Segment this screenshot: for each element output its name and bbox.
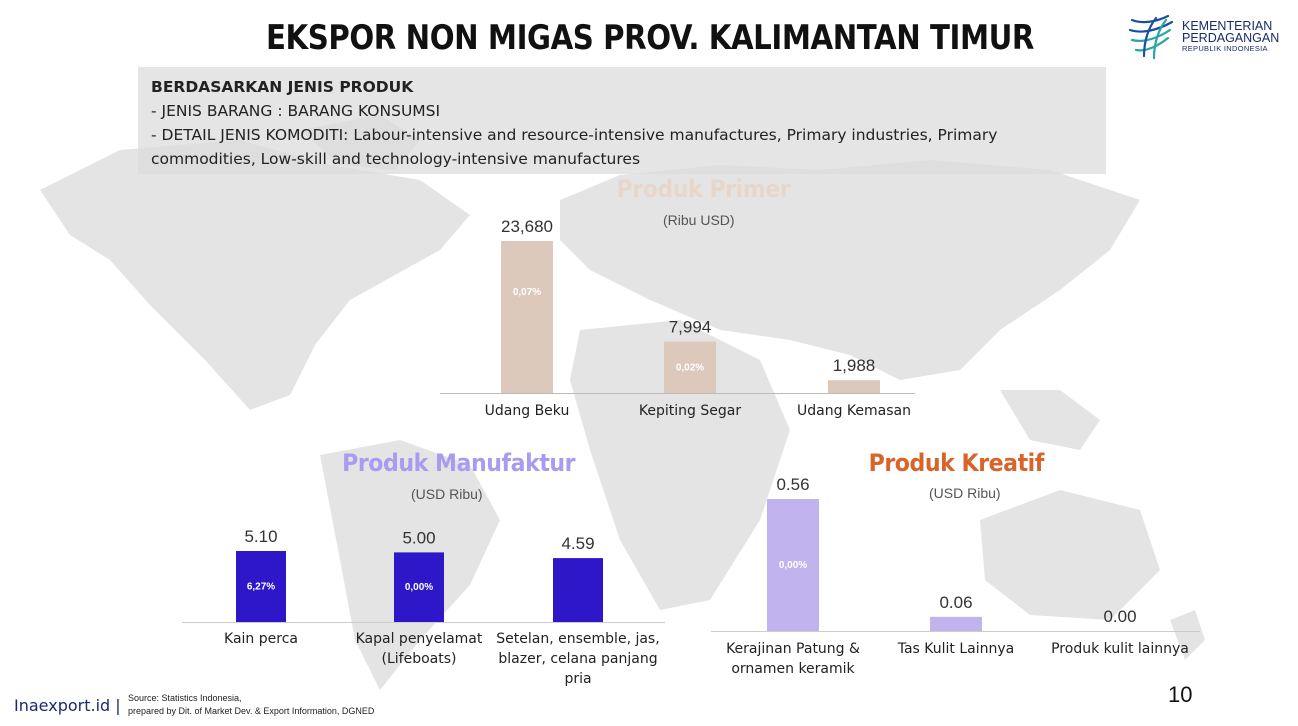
kreatif-category-label-1-0: Tas Kulit Lainnya [897, 641, 1015, 657]
chart-title-manufaktur: Produk Manufaktur [342, 449, 576, 477]
footer-brand[interactable]: Inaexport.id | [14, 696, 121, 715]
manufaktur-bar-0 [236, 551, 286, 622]
primer-category-label-2-0: Udang Kemasan [797, 403, 911, 419]
manufaktur-category-label-1-0: Kapal penyelamat [356, 631, 483, 647]
info-box: BERDASARKAN JENIS PRODUK - JENIS BARANG … [138, 67, 1106, 174]
manufaktur-bar-2 [553, 558, 603, 622]
primer-bar-2 [828, 380, 880, 393]
footer-separator: | [115, 696, 121, 715]
chart-unit-kreatif: (USD Ribu) [929, 485, 1001, 501]
logo-line-2: PERDAGANGAN [1182, 31, 1280, 45]
primer-value-label-0: 23,680 [501, 217, 553, 236]
manufaktur-category-label-2-0: Setelan, ensemble, jas, [496, 631, 659, 647]
manufaktur-share-label-1: 0,00% [405, 582, 433, 593]
info-line-1: - JENIS BARANG : BARANG KONSUMSI [151, 102, 441, 120]
logo-text: KEMENTERIAN PERDAGANGAN REPUBLIK INDONES… [1182, 20, 1279, 54]
kreatif-bar-1 [930, 616, 982, 631]
page-number: 10 [1168, 682, 1193, 707]
kreatif-share-label-0: 0,00% [779, 560, 807, 571]
manufaktur-share-label-0: 6,27% [247, 582, 275, 593]
kreatif-category-label-0-1: ornamen keramik [731, 661, 855, 677]
kreatif-bar-0 [767, 499, 819, 631]
manufaktur-category-label-1-1: (Lifeboats) [382, 651, 457, 667]
chart-unit-manufaktur: (USD Ribu) [411, 486, 483, 502]
primer-value-label-2: 1,988 [833, 356, 876, 375]
logo-line-3: REPUBLIK INDONESIA [1182, 44, 1268, 53]
manufaktur-category-label-0-0: Kain perca [224, 631, 298, 647]
manufaktur-value-label-1: 5.00 [402, 528, 435, 547]
kementerian-logo-icon [1128, 14, 1174, 60]
footer-brand-text[interactable]: Inaexport.id [14, 696, 111, 715]
chart-title-primer: Produk Primer [616, 175, 791, 203]
primer-share-label-0: 0,07% [513, 287, 541, 298]
info-heading: BERDASARKAN JENIS PRODUK [151, 78, 414, 96]
info-line-3: commodities, Low-skill and technology-in… [151, 150, 641, 168]
primer-category-label-1-0: Kepiting Segar [639, 403, 741, 419]
kreatif-value-label-1: 0.06 [939, 593, 972, 612]
kreatif-category-label-0-0: Kerajinan Patung & [726, 641, 860, 657]
manufaktur-value-label-2: 4.59 [561, 534, 594, 553]
footer-source: Source: Statistics Indonesia, prepared b… [128, 692, 374, 718]
kreatif-value-label-0: 0.56 [776, 475, 809, 494]
page-title: EKSPOR NON MIGAS PROV. KALIMANTAN TIMUR [265, 18, 1035, 58]
chart-unit-primer: (Ribu USD) [663, 212, 735, 228]
primer-value-label-1: 7,994 [669, 318, 712, 337]
footer-source-line-2: prepared by Dit. of Market Dev. & Export… [128, 706, 375, 716]
kreatif-value-label-2: 0.00 [1103, 607, 1136, 626]
kreatif-category-label-2-0: Produk kulit lainnya [1051, 641, 1189, 657]
primer-bar-0 [501, 241, 553, 393]
chart-title-kreatif: Produk Kreatif [868, 449, 1045, 477]
primer-bar-1 [664, 341, 716, 393]
manufaktur-bar-1 [394, 552, 444, 622]
primer-share-label-1: 0,02% [676, 362, 704, 373]
primer-category-label-0-0: Udang Beku [485, 403, 570, 419]
manufaktur-category-label-2-1: blazer, celana panjang [498, 651, 657, 667]
info-line-2: - DETAIL JENIS KOMODITI: Labour-intensiv… [151, 126, 998, 144]
logo-line-1: KEMENTERIAN [1182, 19, 1273, 33]
manufaktur-category-label-2-2: pria [564, 671, 591, 687]
footer-source-line-1: Source: Statistics Indonesia, [128, 693, 242, 703]
manufaktur-value-label-0: 5.10 [244, 527, 277, 546]
